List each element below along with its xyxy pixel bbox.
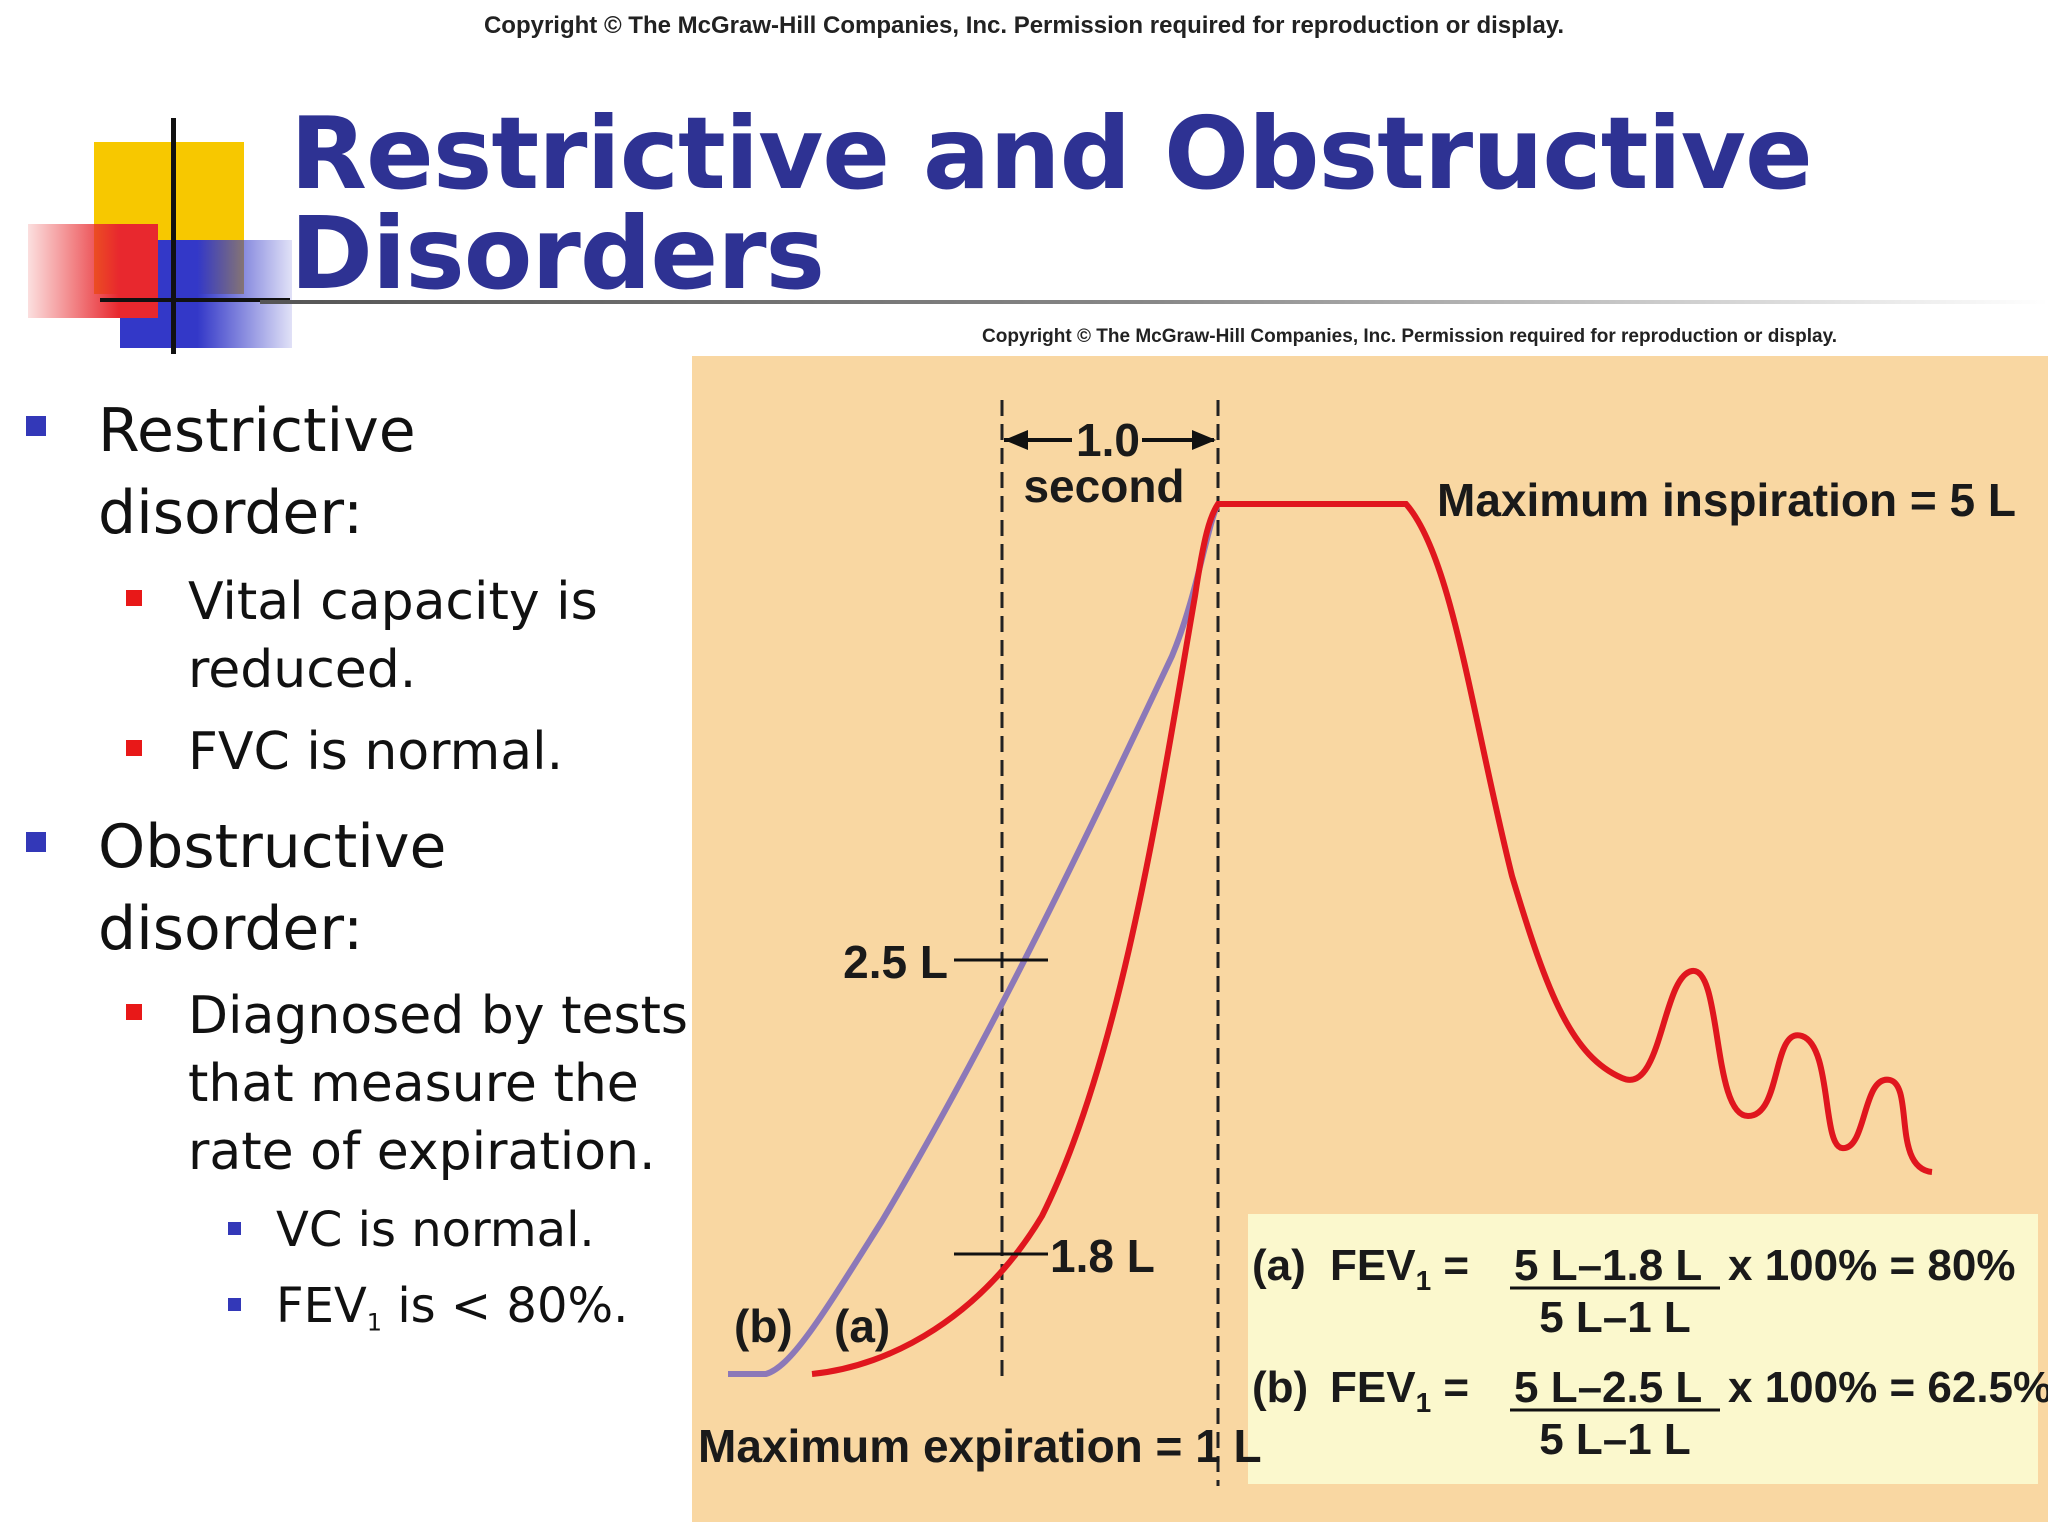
sub-bullet-marker (126, 590, 142, 606)
sub-sub-bullet-text: VC is normal. (276, 1202, 595, 1258)
max-expiration-label: Maximum expiration = 1 L (698, 1420, 1262, 1472)
formula-box (1248, 1214, 2038, 1484)
figure-copyright: Copyright © The McGraw-Hill Companies, I… (982, 326, 1838, 347)
formula-a-numerator: 5 L–1.8 L (1514, 1241, 1702, 1290)
slide-title-line-1: Restrictive and Obstructive (290, 95, 1813, 212)
formula-b-fev: FEV1 = (1330, 1363, 1469, 1418)
bullet-obstructive: Obstructive disorder: (98, 806, 446, 970)
decorative-horizontal-line (100, 298, 290, 302)
formula-b-fev-sub: 1 (1416, 1387, 1432, 1418)
decorative-red-square (28, 224, 158, 318)
label-2-5-l: 2.5 L (843, 936, 948, 988)
bullet-restrictive-line-1: Restrictive (98, 396, 416, 466)
sub-bullet-line-2: reduced. (188, 640, 417, 700)
formula-a-fev-sub: 1 (1416, 1265, 1432, 1296)
title-underline (260, 300, 2048, 304)
sub-bullet-vital-capacity: Vital capacity is reduced. (188, 568, 598, 704)
bullet-obstructive-line-1: Obstructive (98, 812, 447, 882)
formula-b-fev-text: FEV (1330, 1363, 1416, 1412)
formula-b-label: (b) (1252, 1363, 1308, 1412)
sub-bullet-line-1: Diagnosed by tests (188, 986, 689, 1046)
fev-subscript: 1 (366, 1308, 383, 1337)
formula-b-denominator: 5 L–1 L (1539, 1415, 1691, 1464)
decorative-vertical-line (171, 118, 176, 354)
sub-sub-bullet-vc: VC is normal. (276, 1200, 595, 1260)
bullet-marker-obstructive (26, 832, 46, 852)
max-inspiration-label: Maximum inspiration = 5 L (1437, 474, 2016, 526)
curve-b (728, 502, 1221, 1377)
spirometry-figure: 1.0 second 2.5 L 1.8 L (b) (a) Maximum i… (692, 356, 2048, 1522)
curve-a-label: (a) (834, 1300, 890, 1352)
sub-bullet-line-2: that measure the (188, 1054, 639, 1114)
formula-a-result: x 100% = 80% (1728, 1241, 2015, 1290)
bullet-obstructive-line-2: disorder: (98, 894, 364, 964)
sub-bullet-diagnosed: Diagnosed by tests that measure the rate… (188, 982, 688, 1186)
curve-a (811, 501, 1933, 1377)
bullet-marker-restrictive (26, 416, 46, 436)
formula-a-denominator: 5 L–1 L (1539, 1293, 1691, 1342)
slide-title-line-2: Disorders (290, 195, 825, 312)
sub-bullet-marker (126, 1004, 142, 1020)
sub-bullet-marker (126, 740, 142, 756)
label-1-8-l: 1.8 L (1050, 1230, 1155, 1282)
spirogram-svg: 1.0 second 2.5 L 1.8 L (b) (a) Maximum i… (698, 400, 2048, 1486)
sub-bullet-line-1: FVC is normal. (188, 722, 564, 782)
formula-b-equals: = (1431, 1363, 1469, 1412)
sub-bullet-line-1: Vital capacity is (188, 572, 598, 632)
fev-text: FEV (276, 1278, 367, 1334)
bullet-restrictive-line-2: disorder: (98, 478, 364, 548)
sub-sub-bullet-marker (228, 1222, 241, 1235)
formula-b-numerator: 5 L–2.5 L (1514, 1363, 1702, 1412)
sub-bullet-line-3: rate of expiration. (188, 1122, 656, 1182)
interval-arrow-right-head (1192, 430, 1216, 450)
interval-unit: second (1023, 460, 1184, 512)
sub-sub-bullet-marker (228, 1298, 241, 1311)
bullet-restrictive: Restrictive disorder: (98, 390, 416, 554)
curve-b-label: (b) (734, 1300, 793, 1352)
sub-sub-bullet-text: FEV1 is < 80%. (276, 1276, 628, 1352)
slide-title: Restrictive and Obstructive Disorders (290, 104, 1990, 304)
formula-b-result: x 100% = 62.5% (1728, 1363, 2048, 1412)
sub-sub-bullet-fev1: FEV1 is < 80%. (276, 1276, 628, 1352)
interval-value: 1.0 (1076, 414, 1140, 466)
formula-a-label: (a) (1252, 1241, 1306, 1290)
formula-a-equals: = (1431, 1241, 1469, 1290)
copyright-notice: Copyright © The McGraw-Hill Companies, I… (483, 12, 1565, 39)
fev-suffix: is < 80%. (382, 1278, 629, 1334)
formula-a-fev-text: FEV (1330, 1241, 1416, 1290)
formula-a-fev: FEV1 = (1330, 1241, 1469, 1296)
sub-bullet-fvc: FVC is normal. (188, 718, 563, 786)
interval-arrow-left-head (1004, 430, 1028, 450)
